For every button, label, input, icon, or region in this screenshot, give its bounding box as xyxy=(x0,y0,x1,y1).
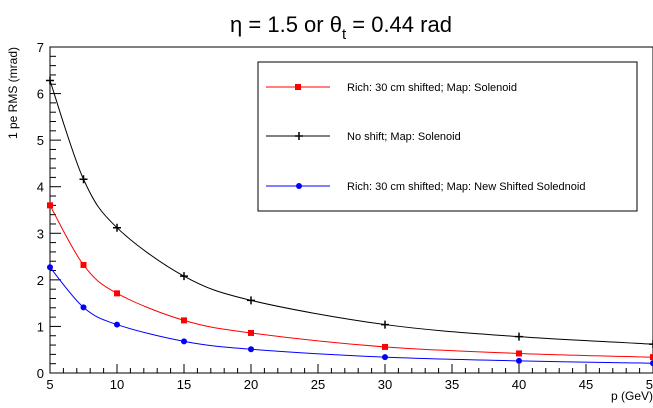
data-point-s0-10 xyxy=(114,290,120,297)
data-point-s2-7.5 xyxy=(80,304,87,311)
data-point-s0-40 xyxy=(516,350,522,357)
x-tick-label-30: 30 xyxy=(378,377,392,392)
x-tick-label-20: 20 xyxy=(244,377,258,392)
x-tick-label-50: 50 xyxy=(646,377,653,392)
data-point-s2-20 xyxy=(248,346,254,353)
data-point-s1-10 xyxy=(113,223,121,232)
series-layer xyxy=(46,76,653,367)
x-tick-label-15: 15 xyxy=(177,377,191,392)
legend-marker-no-shift xyxy=(295,132,303,140)
ticks-layer: 510152025303540455001234567 xyxy=(37,40,653,392)
x-axis-title: p (GeV) xyxy=(611,389,653,403)
chart-title-prefix: η = 1.5 or θ xyxy=(230,12,342,37)
y-tick-label-1: 1 xyxy=(37,319,44,334)
x-tick-label-10: 10 xyxy=(110,377,124,392)
chart-title-suffix: = 0.44 rad xyxy=(346,12,452,37)
data-point-s1-15 xyxy=(180,272,188,281)
y-tick-label-5: 5 xyxy=(37,133,44,148)
y-tick-label-7: 7 xyxy=(37,40,44,55)
data-point-s1-20 xyxy=(247,296,255,305)
x-tick-label-40: 40 xyxy=(512,377,526,392)
legend-label-no-shift: No shift; Map: Solenoid xyxy=(347,131,461,143)
data-point-s2-10 xyxy=(114,321,120,328)
legend-marker-rich-solenoid xyxy=(295,84,301,90)
y-tick-label-4: 4 xyxy=(37,180,44,195)
x-tick-label-5: 5 xyxy=(46,377,53,392)
data-point-s0-50 xyxy=(650,354,653,361)
x-tick-label-25: 25 xyxy=(311,377,325,392)
y-tick-label-6: 6 xyxy=(37,87,44,102)
data-point-s2-50 xyxy=(650,360,653,367)
data-point-s2-30 xyxy=(382,354,388,361)
chart-title-subscript: t xyxy=(342,26,347,43)
y-tick-label-3: 3 xyxy=(37,226,44,241)
legend: Rich: 30 cm shifted; Map: Solenoid No sh… xyxy=(257,61,638,212)
x-tick-label-35: 35 xyxy=(445,377,459,392)
data-point-s0-5 xyxy=(47,202,53,209)
data-point-s1-50 xyxy=(649,340,653,349)
y-tick-label-0: 0 xyxy=(37,366,44,381)
series-line-0 xyxy=(49,205,653,358)
data-point-s1-40 xyxy=(515,332,523,341)
data-point-s1-30 xyxy=(381,320,389,329)
data-point-s1-5 xyxy=(46,76,54,85)
plot-frame xyxy=(49,46,653,374)
data-point-s2-15 xyxy=(181,338,187,345)
data-point-s0-30 xyxy=(382,343,388,350)
x-tick-label-45: 45 xyxy=(579,377,593,392)
data-point-s0-15 xyxy=(181,317,187,324)
y-tick-label-2: 2 xyxy=(37,273,44,288)
chart-title: η = 1.5 or θt = 0.44 rad xyxy=(230,12,452,43)
data-point-s1-7.5 xyxy=(79,175,88,184)
data-point-s2-5 xyxy=(47,264,53,271)
data-point-s0-7.5 xyxy=(80,261,87,268)
data-point-s2-40 xyxy=(516,357,522,364)
y-axis-title: 1 pe RMS (mrad) xyxy=(6,47,20,139)
series-line-2 xyxy=(49,266,653,364)
data-point-s0-20 xyxy=(248,329,254,336)
legend-label-rich-solenoid: Rich: 30 cm shifted; Map: Solenoid xyxy=(347,82,517,94)
legend-marker-shifted-map xyxy=(296,183,302,189)
legend-label-shifted-map: Rich: 30 cm shifted; Map: New Shifted So… xyxy=(347,181,585,193)
